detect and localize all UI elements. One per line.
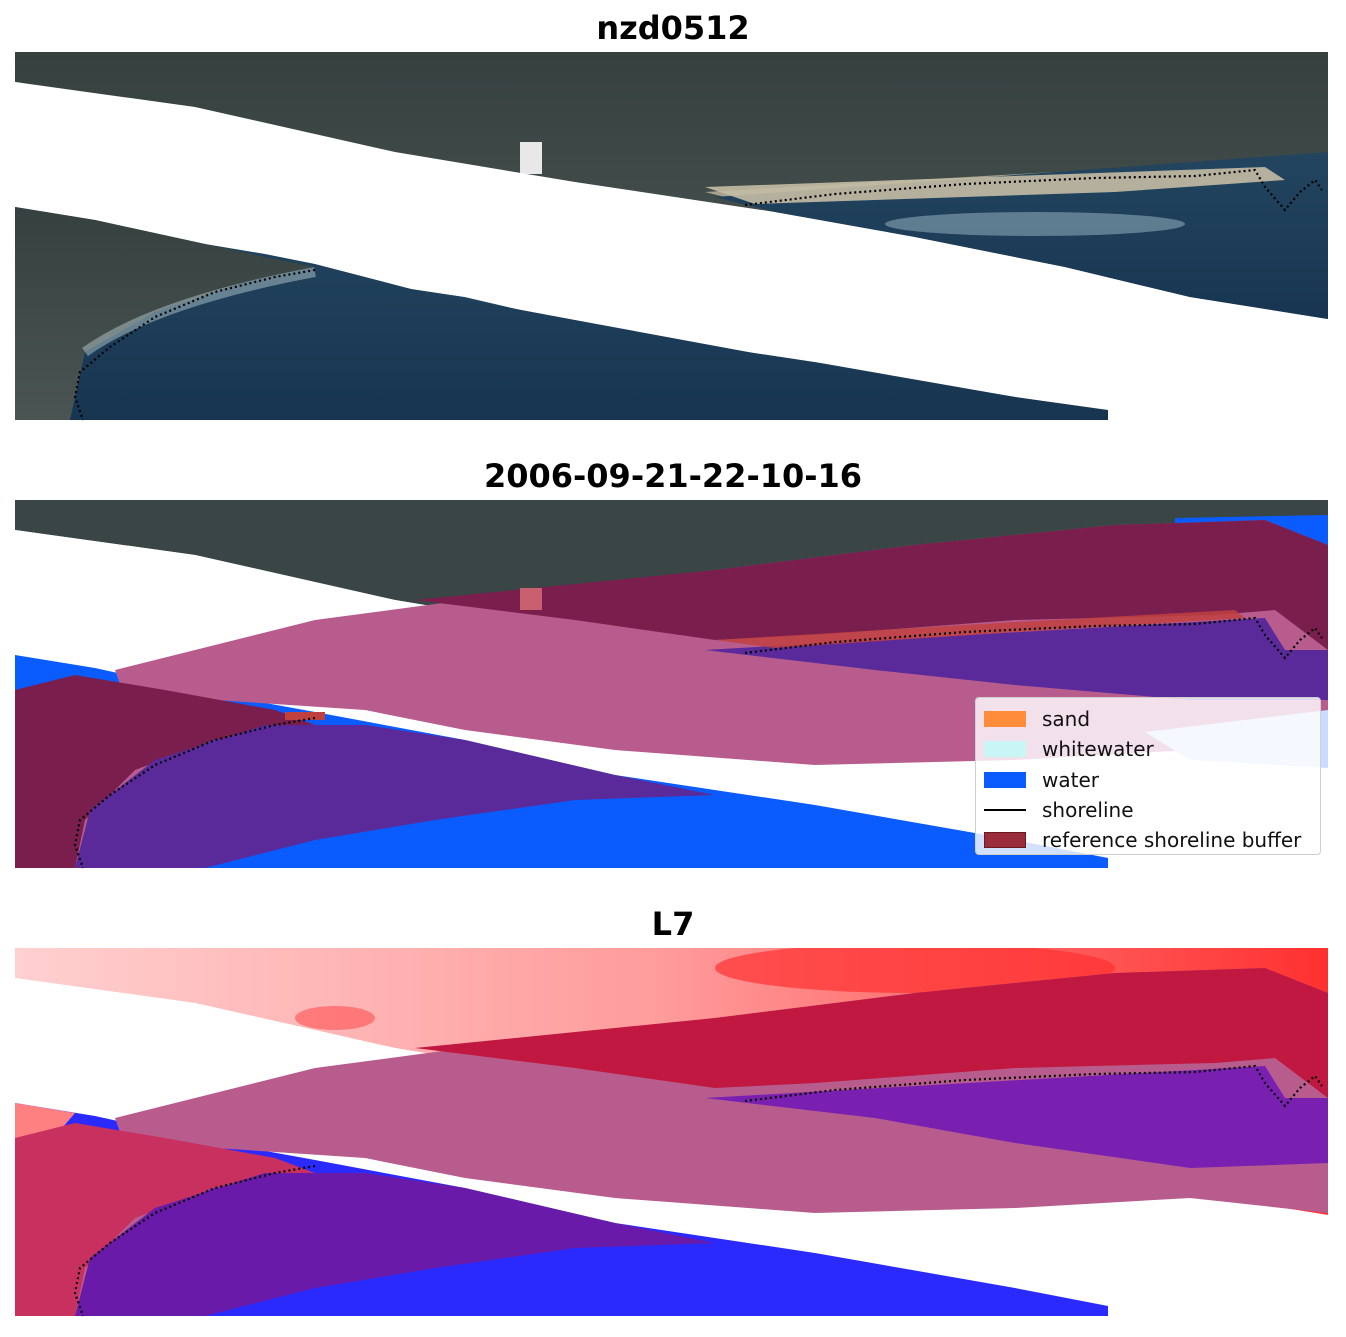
- index-panel: [15, 948, 1328, 1318]
- legend-label: water: [1042, 767, 1099, 792]
- strip-gap: [15, 82, 1328, 422]
- reference-buffer-swatch: [984, 832, 1026, 849]
- shoreline-lower: [73, 268, 316, 421]
- legend-item-whitewater: whitewater: [984, 734, 1312, 764]
- water-swatch: [984, 771, 1026, 788]
- legend-item-reference-buffer: reference shoreline buffer: [984, 825, 1312, 855]
- rgb-image: [15, 52, 1328, 422]
- panel-title-classification: 2006-09-21-22-10-16: [483, 457, 863, 495]
- legend-label: shoreline: [1042, 798, 1134, 823]
- legend-item-water: water: [984, 765, 1312, 795]
- legend: sand whitewater water shoreline referenc…: [975, 697, 1321, 855]
- rgb-image-panel: [15, 52, 1328, 422]
- whitewater-swatch: [984, 741, 1026, 758]
- legend-item-shoreline: shoreline: [984, 795, 1312, 825]
- panel-title-index: L7: [651, 905, 695, 943]
- legend-label: reference shoreline buffer: [1042, 828, 1302, 853]
- sand-swatch: [984, 711, 1026, 728]
- panel-title-rgb: nzd0512: [596, 9, 750, 47]
- shoreline-swatch: [984, 809, 1026, 812]
- index-image: [15, 948, 1328, 1318]
- legend-label: whitewater: [1042, 737, 1154, 762]
- shoreline-upper: [744, 168, 1323, 212]
- legend-item-sand: sand: [984, 704, 1312, 734]
- legend-label: sand: [1042, 707, 1091, 732]
